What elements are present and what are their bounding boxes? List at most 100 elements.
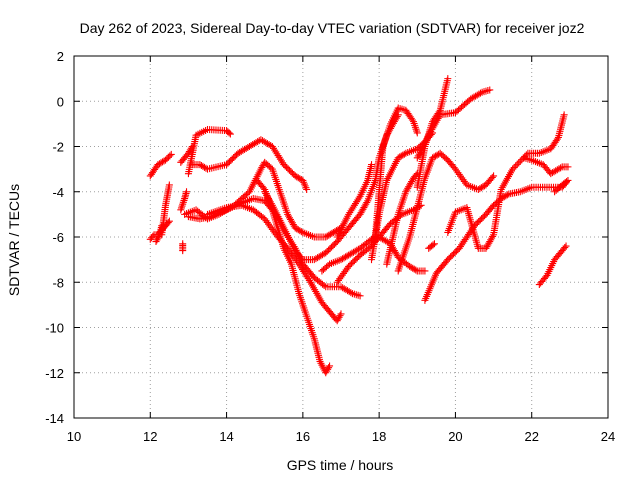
- data-point: [515, 159, 523, 167]
- series-track-i: [188, 136, 311, 193]
- data-point: [563, 178, 571, 186]
- data-point: [513, 160, 521, 168]
- data-point: [290, 253, 298, 261]
- data-point: [268, 225, 276, 233]
- x-tick-label: 10: [67, 429, 81, 444]
- series-track-l: [204, 201, 345, 325]
- series-track-h: [184, 126, 234, 178]
- series-track-u: [394, 149, 498, 275]
- data-point: [266, 222, 274, 230]
- data-point: [453, 167, 461, 175]
- x-tick-label: 18: [372, 429, 386, 444]
- data-point: [298, 254, 306, 262]
- data-point: [294, 258, 302, 266]
- data-point: [444, 75, 452, 83]
- data-point: [560, 111, 568, 119]
- series-track-x: [425, 240, 438, 252]
- data-point: [259, 214, 267, 222]
- data-point: [509, 165, 517, 173]
- series-track-w: [413, 86, 494, 162]
- series-track-s: [371, 104, 421, 241]
- data-point: [429, 241, 437, 249]
- data-point: [557, 164, 565, 172]
- y-tick-label: -14: [45, 411, 64, 426]
- data-point: [561, 244, 569, 252]
- data-point: [297, 228, 305, 236]
- data-point: [458, 174, 466, 182]
- data-point: [289, 251, 297, 259]
- data-point: [368, 161, 376, 169]
- data-point: [486, 86, 494, 94]
- data-point: [363, 198, 371, 206]
- data-point: [516, 157, 524, 165]
- x-tick-label: 12: [143, 429, 157, 444]
- data-point: [167, 150, 175, 158]
- data-point: [564, 176, 572, 184]
- y-tick-label: 2: [57, 49, 64, 64]
- data-point: [267, 224, 275, 232]
- data-point: [183, 188, 191, 196]
- data-point: [325, 364, 333, 372]
- series-track-a: [146, 150, 175, 180]
- data-point: [179, 247, 187, 255]
- data-point: [356, 292, 364, 300]
- data-point: [413, 129, 421, 137]
- x-tick-label: 24: [601, 429, 615, 444]
- series-track-q: [318, 233, 429, 275]
- x-tick-label: 22: [524, 429, 538, 444]
- x-tick-label: 16: [296, 429, 310, 444]
- data-points: [146, 75, 572, 377]
- data-point: [166, 152, 174, 160]
- data-point: [476, 89, 484, 97]
- data-point: [225, 129, 233, 137]
- data-point: [333, 278, 341, 286]
- data-point: [459, 176, 467, 184]
- data-point: [303, 185, 311, 193]
- data-point: [489, 232, 497, 240]
- data-point: [455, 170, 463, 178]
- data-point: [262, 217, 270, 225]
- series-track-ab: [535, 242, 570, 289]
- data-point: [149, 232, 157, 240]
- data-point: [400, 150, 408, 158]
- data-point: [336, 275, 344, 283]
- data-point: [287, 250, 295, 258]
- y-tick-label: -6: [52, 230, 64, 245]
- data-point: [562, 242, 570, 250]
- series-track-ac: [551, 176, 572, 196]
- data-point: [165, 181, 173, 189]
- data-point: [454, 169, 462, 177]
- series-track-z: [444, 111, 568, 252]
- data-point: [503, 191, 511, 199]
- data-point: [263, 218, 271, 226]
- grid: [74, 56, 608, 418]
- data-point: [421, 267, 429, 275]
- data-point: [490, 172, 498, 180]
- series-track-y: [421, 179, 570, 304]
- data-point: [267, 200, 275, 208]
- chart-title: Day 262 of 2023, Sidereal Day-to-day VTE…: [80, 20, 585, 36]
- y-tick-label: -10: [45, 321, 64, 336]
- series-track-p: [333, 161, 376, 241]
- data-point: [408, 116, 416, 124]
- data-point: [320, 281, 328, 289]
- data-point: [158, 222, 166, 230]
- data-point: [337, 273, 345, 281]
- data-point: [337, 310, 345, 318]
- y-tick-label: 0: [57, 94, 64, 109]
- data-point: [338, 271, 346, 279]
- data-point: [457, 172, 465, 180]
- series-track-t: [383, 170, 421, 268]
- data-point: [488, 173, 496, 181]
- data-point: [259, 184, 267, 192]
- data-point: [326, 362, 334, 370]
- data-point: [510, 164, 518, 172]
- y-tick-label: -8: [52, 275, 64, 290]
- data-point: [226, 130, 234, 138]
- series-track-e: [179, 240, 187, 255]
- y-tick-label: -12: [45, 366, 64, 381]
- data-point: [412, 266, 420, 274]
- data-point: [347, 289, 355, 297]
- data-point: [460, 177, 468, 185]
